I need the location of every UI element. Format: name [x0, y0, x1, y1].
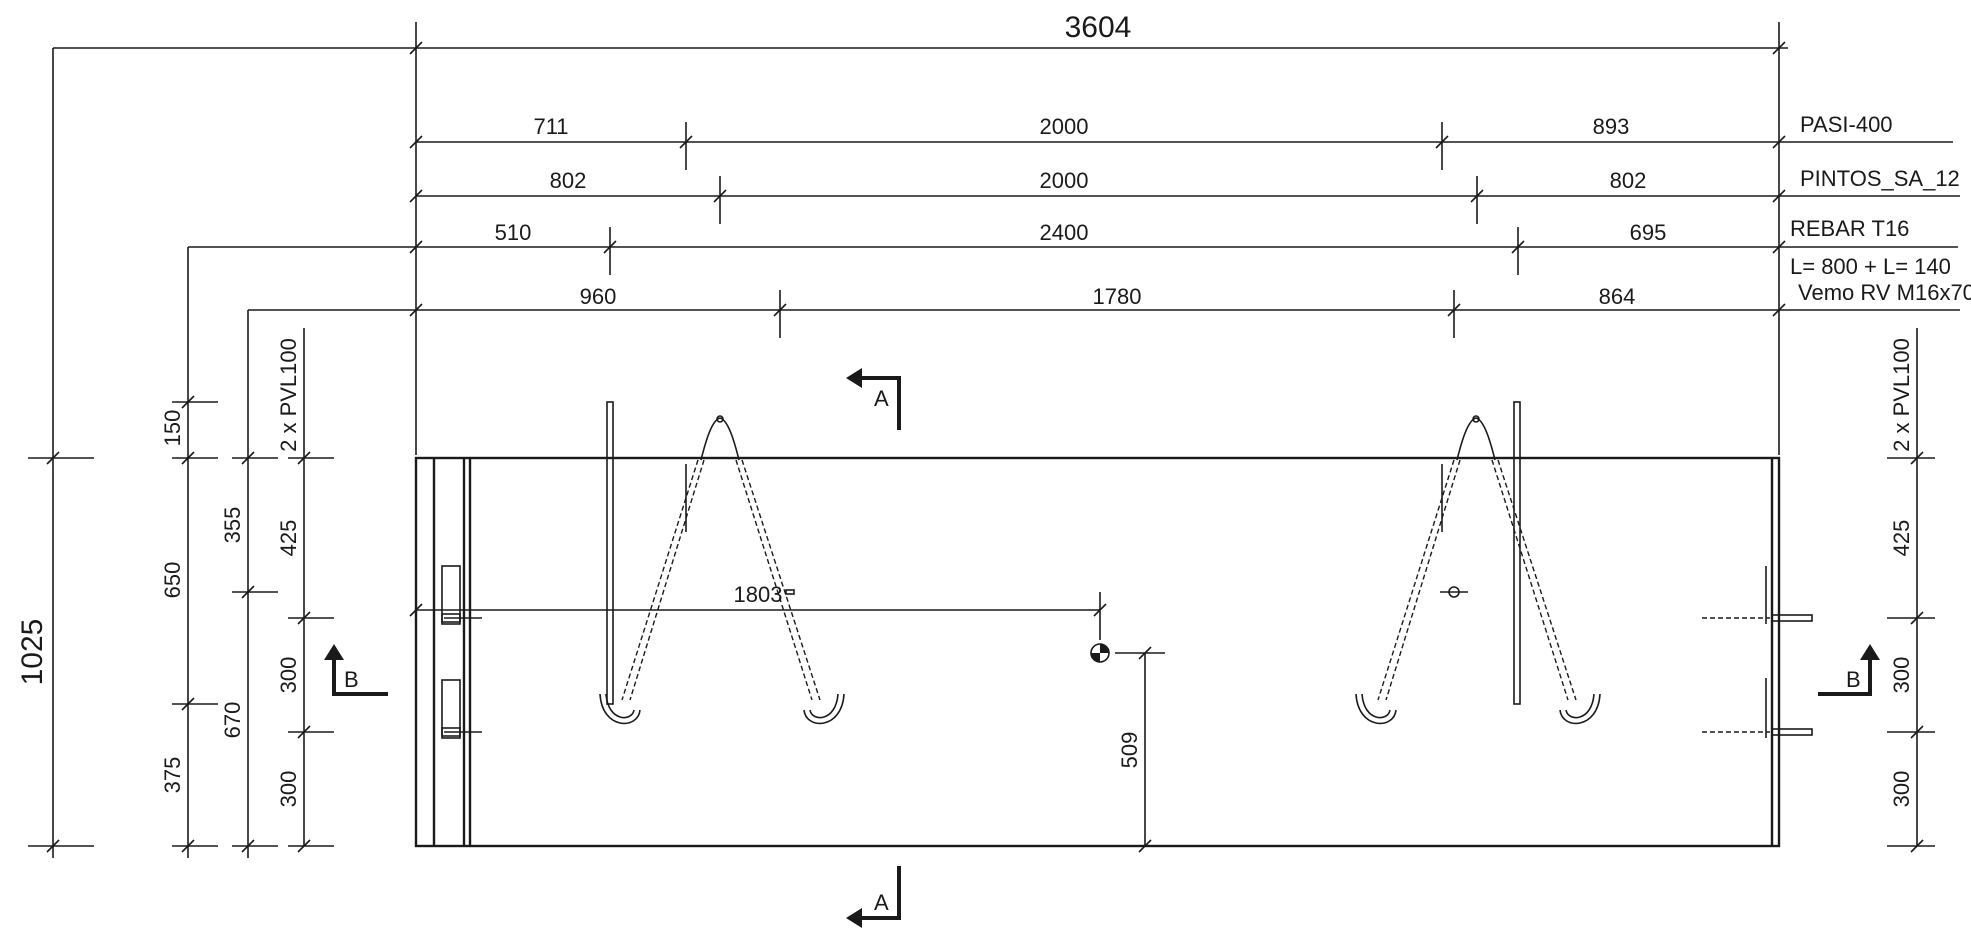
dim-left-650: 650	[160, 562, 185, 599]
dim-pintos-a: 802	[550, 168, 587, 193]
dim-rebar-b: 2400	[1040, 220, 1089, 245]
lifting-anchor-right	[1355, 401, 1601, 725]
section-b-left-label: B	[344, 667, 359, 692]
dim-pvl-right-300b: 300	[1889, 771, 1914, 808]
edge-plates-left	[441, 565, 482, 739]
dim-left-150: 150	[160, 410, 185, 447]
dim-left-670: 670	[220, 702, 245, 739]
dim-cog-x: 1803	[734, 582, 783, 607]
dim-rebar-a: 510	[495, 220, 532, 245]
dim-rebar-c: 695	[1630, 220, 1667, 245]
dim-pvl-left-300b: 300	[276, 771, 301, 808]
lifting-anchor-left	[599, 401, 845, 725]
label-pvl-right: 2 x PVL100	[1889, 338, 1914, 452]
dim-row-pasi: 711 2000 893 PASI-400	[409, 112, 1953, 170]
dim-vemo-b: 1780	[1093, 284, 1142, 309]
dim-vemo-c: 864	[1599, 284, 1636, 309]
dim-overall-height: 1025	[16, 451, 94, 853]
section-marker-a-top: A	[846, 368, 901, 430]
dim-overall-height-text: 1025	[16, 619, 49, 686]
dim-pasi-b: 2000	[1040, 114, 1089, 139]
section-marker-b-left: B	[324, 644, 388, 696]
label-pintos: PINTOS_SA_12	[1800, 166, 1960, 191]
edge-loops-right	[1702, 566, 1813, 738]
dim-pvl-right-300a: 300	[1889, 657, 1914, 694]
dim-left-355: 355	[220, 507, 245, 544]
label-rebar-length: L= 800 + L= 140	[1790, 254, 1951, 279]
dim-pvl-left-300a: 300	[276, 657, 301, 694]
dim-overall-length: 3604	[52, 11, 1788, 858]
dim-row-vemo: 960 1780 864 Vemo RV M16x70	[247, 280, 1971, 858]
dim-left-column-1: 150 650 375	[160, 395, 218, 853]
label-pvl-left: 2 x PVL100	[276, 338, 301, 452]
section-marker-b-right: B	[1818, 644, 1880, 696]
label-vemo: Vemo RV M16x70	[1798, 280, 1971, 305]
center-of-gravity: 1803 509	[409, 582, 1165, 853]
dim-pintos-b: 2000	[1040, 168, 1089, 193]
section-b-right-label: B	[1846, 667, 1861, 692]
dim-vemo-a: 960	[580, 284, 617, 309]
dim-pasi-a: 711	[533, 114, 568, 139]
dim-right-pvl: 2 x PVL100 425 300 300	[1887, 328, 1935, 853]
dim-left-column-2: 355 670	[220, 451, 278, 853]
dim-pvl-right-425: 425	[1889, 520, 1914, 557]
dim-row-pintos: 802 2000 802 PINTOS_SA_12	[409, 166, 1960, 224]
dim-pvl-left-425: 425	[276, 520, 301, 557]
dim-left-375: 375	[160, 757, 185, 794]
dim-left-pvl: 2 x PVL100 425 300 300	[276, 328, 334, 853]
section-a-bottom-label: A	[874, 890, 889, 915]
section-marker-a-bottom: A	[846, 866, 901, 928]
dim-pintos-c: 802	[1610, 168, 1647, 193]
label-pasi: PASI-400	[1800, 112, 1893, 137]
label-rebar: REBAR T16	[1790, 216, 1909, 241]
section-a-top-label: A	[874, 386, 889, 411]
panel-outline	[414, 456, 1781, 848]
dim-overall-length-text: 3604	[1065, 11, 1132, 44]
dim-row-rebar: 510 2400 695 REBAR T16 L= 800 + L= 140	[187, 216, 1958, 858]
dim-cog-y: 509	[1117, 732, 1142, 769]
dim-pasi-c: 893	[1593, 114, 1630, 139]
